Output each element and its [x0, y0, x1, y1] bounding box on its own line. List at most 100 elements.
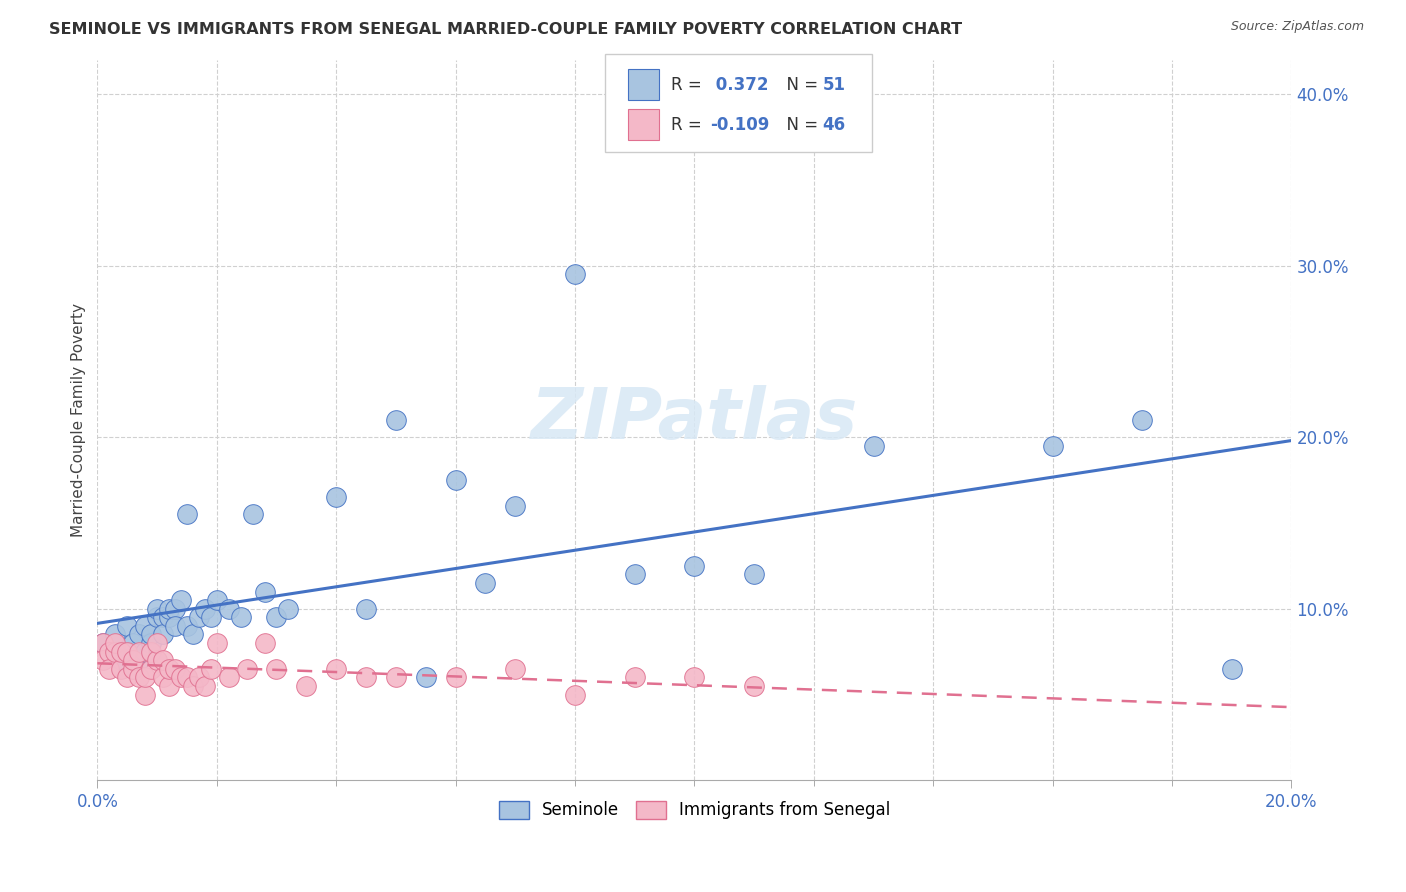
- Point: [128, 670, 150, 684]
- Point: [354, 601, 377, 615]
- Point: [91, 636, 114, 650]
- Point: [194, 679, 217, 693]
- Point: [157, 662, 180, 676]
- Point: [266, 662, 288, 676]
- Point: [152, 653, 174, 667]
- Point: [98, 644, 121, 658]
- Point: [157, 601, 180, 615]
- Point: [157, 679, 180, 693]
- Point: [742, 567, 765, 582]
- Y-axis label: Married-Couple Family Poverty: Married-Couple Family Poverty: [72, 303, 86, 537]
- Point: [235, 662, 257, 676]
- Point: [200, 610, 222, 624]
- Point: [295, 679, 318, 693]
- Point: [139, 627, 162, 641]
- Point: [187, 610, 209, 624]
- Text: 46: 46: [823, 116, 845, 134]
- Point: [385, 413, 408, 427]
- Text: R =: R =: [671, 76, 707, 94]
- Text: -0.109: -0.109: [710, 116, 769, 134]
- Point: [683, 558, 706, 573]
- Point: [134, 670, 156, 684]
- Point: [139, 662, 162, 676]
- Text: R =: R =: [671, 116, 707, 134]
- Point: [170, 593, 193, 607]
- Point: [110, 644, 132, 658]
- Point: [277, 601, 299, 615]
- Point: [623, 567, 645, 582]
- Point: [205, 636, 228, 650]
- Point: [128, 627, 150, 641]
- Legend: Seminole, Immigrants from Senegal: Seminole, Immigrants from Senegal: [492, 794, 897, 826]
- Point: [104, 636, 127, 650]
- Point: [187, 670, 209, 684]
- Point: [91, 636, 114, 650]
- Point: [134, 619, 156, 633]
- Point: [218, 601, 240, 615]
- Point: [564, 267, 586, 281]
- Point: [115, 619, 138, 633]
- Point: [98, 644, 121, 658]
- Point: [415, 670, 437, 684]
- Point: [218, 670, 240, 684]
- Point: [134, 644, 156, 658]
- Point: [128, 653, 150, 667]
- Point: [503, 499, 526, 513]
- Point: [229, 610, 252, 624]
- Point: [325, 490, 347, 504]
- Point: [242, 508, 264, 522]
- Point: [152, 670, 174, 684]
- Text: ZIPatlas: ZIPatlas: [530, 385, 858, 454]
- Point: [266, 610, 288, 624]
- Point: [115, 670, 138, 684]
- Point: [385, 670, 408, 684]
- Point: [623, 670, 645, 684]
- Point: [181, 627, 204, 641]
- Point: [683, 670, 706, 684]
- Point: [194, 601, 217, 615]
- Point: [200, 662, 222, 676]
- Point: [325, 662, 347, 676]
- Point: [176, 670, 198, 684]
- Point: [122, 662, 145, 676]
- Point: [122, 636, 145, 650]
- Text: N =: N =: [776, 116, 824, 134]
- Point: [564, 688, 586, 702]
- Point: [98, 662, 121, 676]
- Point: [110, 662, 132, 676]
- Point: [139, 636, 162, 650]
- Point: [253, 636, 276, 650]
- Point: [862, 439, 884, 453]
- Point: [104, 644, 127, 658]
- Point: [253, 584, 276, 599]
- Point: [163, 601, 186, 615]
- Point: [115, 644, 138, 658]
- Point: [110, 653, 132, 667]
- Point: [163, 619, 186, 633]
- Point: [157, 610, 180, 624]
- Point: [444, 473, 467, 487]
- Point: [152, 610, 174, 624]
- Point: [128, 644, 150, 658]
- Text: Source: ZipAtlas.com: Source: ZipAtlas.com: [1230, 20, 1364, 33]
- Point: [1042, 439, 1064, 453]
- Point: [354, 670, 377, 684]
- Point: [176, 508, 198, 522]
- Point: [146, 653, 169, 667]
- Point: [176, 619, 198, 633]
- Text: 51: 51: [823, 76, 845, 94]
- Point: [122, 653, 145, 667]
- Point: [139, 644, 162, 658]
- Point: [170, 670, 193, 684]
- Point: [104, 627, 127, 641]
- Point: [205, 593, 228, 607]
- Point: [181, 679, 204, 693]
- Point: [146, 601, 169, 615]
- Text: SEMINOLE VS IMMIGRANTS FROM SENEGAL MARRIED-COUPLE FAMILY POVERTY CORRELATION CH: SEMINOLE VS IMMIGRANTS FROM SENEGAL MARR…: [49, 22, 962, 37]
- Point: [115, 644, 138, 658]
- Point: [503, 662, 526, 676]
- Point: [152, 627, 174, 641]
- Point: [444, 670, 467, 684]
- Point: [474, 576, 496, 591]
- Point: [91, 653, 114, 667]
